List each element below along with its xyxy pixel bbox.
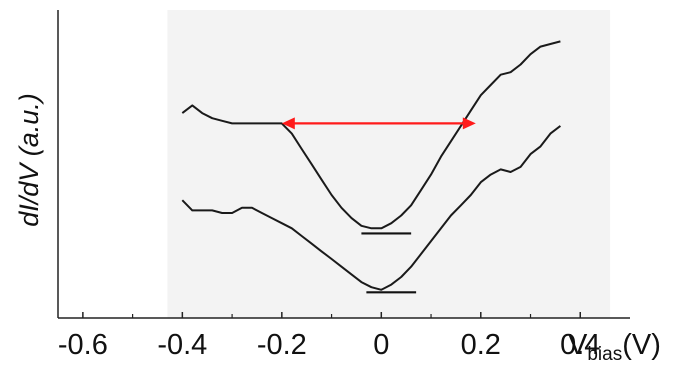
x-tick-label: 0.4 (560, 329, 600, 361)
x-tick-label: -0.4 (157, 329, 207, 361)
gap-arrow-head-left (281, 117, 295, 130)
y-axis-label: dI/dV (a.u.) (14, 93, 44, 227)
series-layer (181, 40, 562, 291)
shaded-region (167, 10, 611, 318)
x-tick-label: -0.6 (58, 329, 108, 361)
x-axis-label: Vbias(V) (568, 329, 661, 365)
x-tick-label: 0.2 (461, 329, 501, 361)
series-line-2 (181, 125, 562, 291)
gap-arrow-head-right (462, 117, 476, 130)
x-axis-label-sub: bias (587, 344, 622, 365)
x-tick-label: -0.2 (257, 329, 307, 361)
annotation-layer (281, 117, 476, 294)
x-axis-label-main: V (568, 329, 588, 361)
x-ticks: -0.6 -0.4 -0.2 0 0.2 0.4 (58, 312, 600, 361)
x-tick-label: 0 (373, 329, 389, 361)
shaded-region-rect (167, 10, 611, 318)
series-line-1 (181, 40, 561, 230)
x-axis-label-unit: (V) (622, 329, 661, 361)
axes (57, 10, 630, 319)
